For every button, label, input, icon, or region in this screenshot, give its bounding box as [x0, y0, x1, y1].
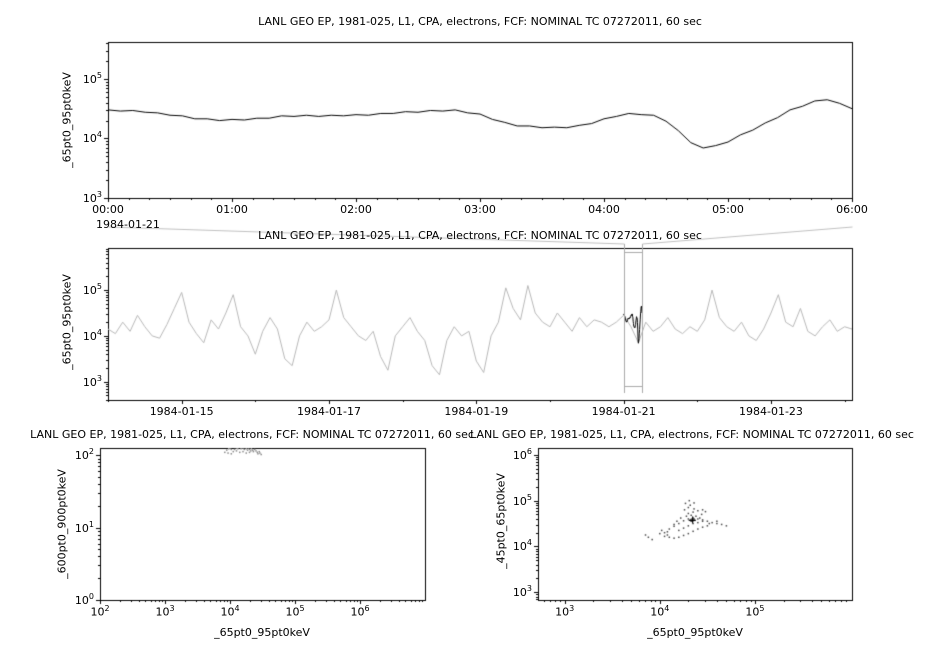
top-timeseries-plot-area[interactable]: [108, 42, 852, 198]
scatter-right-chart-title: LANL GEO EP, 1981-025, L1, CPA, electron…: [470, 428, 914, 441]
x-tick-label: 1984-01-15: [149, 405, 214, 418]
x-tick-label: 06:00: [836, 203, 868, 216]
x-tick-label: 103: [555, 604, 575, 619]
x-tick-label: 1984-01-23: [739, 405, 803, 418]
x-tick-label: 106: [350, 604, 370, 619]
scatter-left-y-axis-label: _600pt0_900pt0keV: [55, 469, 69, 579]
y-tick-label: 105: [512, 492, 532, 508]
x-tick-label: 1984-01-17: [297, 405, 361, 418]
context-overview-plot-area[interactable]: [108, 248, 852, 400]
top-x-axis-date-label: 1984-01-21: [96, 218, 160, 231]
x-tick-label: 03:00: [464, 203, 496, 216]
x-tick-label: 04:00: [588, 203, 620, 216]
y-tick-label: 105: [82, 282, 102, 297]
y-tick-label: 104: [82, 328, 102, 343]
x-tick-label: 05:00: [712, 203, 744, 216]
y-tick-label: 103: [512, 584, 532, 600]
scatter-left-x-axis-label: _65pt0_95pt0keV: [214, 626, 310, 639]
x-tick-label: 1984-01-19: [444, 405, 509, 418]
x-tick-label: 02:00: [340, 203, 372, 216]
y-tick-label: 104: [82, 130, 102, 146]
context-y-axis-label: _65pt0_95pt0keV: [60, 274, 74, 370]
top-y-axis-label: _65pt0_95pt0keV: [60, 72, 74, 168]
y-tick-label: 102: [74, 447, 94, 463]
x-tick-label: 104: [220, 604, 240, 619]
y-tick-label: 103: [82, 190, 102, 205]
x-tick-label: 104: [650, 604, 670, 619]
y-tick-label: 106: [512, 447, 532, 462]
y-tick-label: 103: [82, 373, 102, 389]
y-tick-label: 104: [512, 538, 532, 554]
x-tick-label: 105: [745, 604, 765, 619]
x-tick-label: 102: [90, 604, 110, 619]
x-tick-label: 00:00: [92, 203, 124, 216]
scatter-left-chart-title: LANL GEO EP, 1981-025, L1, CPA, electron…: [30, 428, 474, 441]
x-tick-label: 103: [155, 604, 175, 619]
y-tick-label: 100: [74, 592, 94, 607]
x-tick-label: 1984-01-21: [591, 405, 656, 418]
x-tick-label: 01:00: [216, 203, 248, 216]
scatter-right-y-axis-label: _45pt0_65pt0keV: [494, 473, 508, 569]
y-tick-label: 101: [74, 519, 94, 535]
x-tick-label: 105: [285, 604, 305, 619]
scatter-600-900-plot-area[interactable]: [100, 448, 425, 600]
scatter-right-x-axis-label: _65pt0_95pt0keV: [647, 626, 743, 639]
top-chart-title: LANL GEO EP, 1981-025, L1, CPA, electron…: [258, 15, 702, 28]
context-chart-title: LANL GEO EP, 1981-025, L1, CPA, electron…: [258, 229, 702, 242]
scatter-45-65-plot-area[interactable]: [538, 448, 852, 600]
y-tick-label: 105: [82, 71, 102, 86]
